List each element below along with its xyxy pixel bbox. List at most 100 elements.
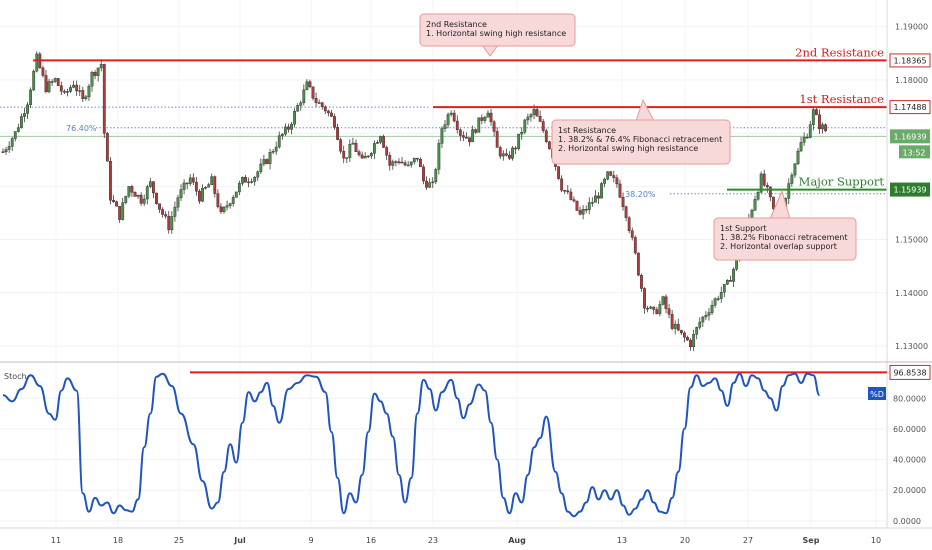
price-pane[interactable]: 76.40% 38.20% 2nd Resistance 1st Resistanc… xyxy=(0,0,887,362)
candle-body xyxy=(115,201,118,207)
candle-body xyxy=(342,151,346,159)
r1-callout-text: 2. Horizontal swing high resistance xyxy=(558,144,698,153)
candle-body xyxy=(762,173,766,186)
candle-body xyxy=(198,191,201,202)
candle-body xyxy=(818,114,821,130)
candle-body xyxy=(237,183,241,193)
time-tick-label: Jul xyxy=(233,536,246,545)
candle-body xyxy=(698,321,702,328)
candle-body xyxy=(597,195,600,199)
level-lines[interactable]: 2nd Resistance 1st Resistance Major Suppor… xyxy=(33,45,887,191)
time-tick-label: 9 xyxy=(308,536,313,545)
candle-body xyxy=(158,203,161,210)
candle-body xyxy=(569,191,573,200)
candle-body xyxy=(244,176,247,183)
candle-body xyxy=(511,147,514,159)
price-axis[interactable]: 1.190001.180001.170001.160001.150001.140… xyxy=(886,0,931,528)
candle-body xyxy=(419,158,422,168)
candle-body xyxy=(483,117,487,121)
candle-body xyxy=(538,116,542,122)
price-tick-label: 1.15000 xyxy=(895,236,928,245)
candle-body xyxy=(587,202,591,211)
candle-body xyxy=(753,199,757,211)
candle-body xyxy=(750,209,754,219)
candle-body xyxy=(683,332,686,338)
candle-body xyxy=(234,191,238,198)
candle-body xyxy=(578,210,582,215)
candle-body xyxy=(701,316,705,323)
candle-body xyxy=(283,126,287,135)
candle-body xyxy=(796,150,800,165)
candle-body xyxy=(624,206,628,218)
candle-body xyxy=(16,127,20,132)
candle-body xyxy=(710,305,714,313)
candle-body xyxy=(277,135,281,148)
badge-last-text: 1.16939 xyxy=(893,132,926,141)
candle-body xyxy=(409,161,413,166)
candle-body xyxy=(428,182,432,188)
candle-body xyxy=(652,306,656,310)
stoch-line xyxy=(2,372,821,518)
candle-body xyxy=(630,230,634,238)
candle-body xyxy=(388,155,392,166)
candle-body xyxy=(222,206,226,212)
candle-body xyxy=(615,177,619,185)
candle-body xyxy=(50,81,54,83)
candle-body xyxy=(458,129,462,136)
candle-body xyxy=(452,112,456,122)
candle-body xyxy=(397,161,401,164)
candle-body xyxy=(643,288,646,309)
candle-body xyxy=(121,202,125,220)
candle-body xyxy=(305,81,309,91)
candle-body xyxy=(633,237,637,254)
candle-body xyxy=(612,175,616,178)
candle-body xyxy=(400,161,404,164)
candle-body xyxy=(486,112,490,118)
price-candles xyxy=(1,51,828,352)
stoch-legend: %D xyxy=(868,387,886,400)
candle-body xyxy=(87,85,91,98)
candle-body xyxy=(716,298,720,300)
candle-body xyxy=(471,129,475,143)
candle-body xyxy=(382,136,386,148)
candle-body xyxy=(756,191,760,200)
s1-callout-cover xyxy=(715,246,855,258)
stoch-legend-bg xyxy=(868,387,886,400)
stoch-level-badge-bg xyxy=(889,364,931,380)
candle-body xyxy=(495,131,499,148)
candle-body xyxy=(336,127,339,140)
badge-support-text: 1.15939 xyxy=(893,186,926,195)
candle-body xyxy=(188,177,192,184)
candle-body xyxy=(13,131,17,139)
candle-body xyxy=(201,188,204,202)
candle-body xyxy=(541,121,545,131)
candle-body xyxy=(618,183,622,198)
candle-body xyxy=(102,64,106,134)
badge-support-bg xyxy=(890,182,930,197)
r2-callout-text: 2nd Resistance xyxy=(426,20,487,29)
stoch-tick-label: 40.0000 xyxy=(893,456,926,465)
badge-last-bg xyxy=(890,129,930,144)
stoch-pane[interactable]: Stoch 96.8538 80.0000 60.0000 40.0000 20.00… xyxy=(0,363,931,527)
candle-body xyxy=(477,117,481,133)
candle-body xyxy=(673,323,677,329)
candle-body xyxy=(213,176,217,194)
candle-body xyxy=(268,152,272,164)
badge-r2-text: 1.18365 xyxy=(893,56,926,65)
time-axis[interactable]: 11 18 25 Jul 9 16 23 Aug 13 20 27 Sep 10 xyxy=(0,527,932,545)
candle-body xyxy=(805,136,809,139)
candle-body xyxy=(406,164,410,167)
candle-body xyxy=(437,143,441,170)
candle-body xyxy=(520,132,524,135)
candle-body xyxy=(431,181,435,184)
price-axis-badges: 1.18365 1.17488 1.16939 13:52 1.15939 xyxy=(889,53,931,197)
candle-body xyxy=(72,84,75,88)
price-tick-label: 1.13000 xyxy=(895,342,928,351)
price-tick-label: 1.14000 xyxy=(895,289,928,298)
candle-body xyxy=(231,197,235,204)
candle-body xyxy=(640,274,643,289)
stoch-d-line xyxy=(2,372,821,518)
time-tick-label: 10 xyxy=(871,536,881,545)
time-tick-label: 11 xyxy=(51,536,61,545)
